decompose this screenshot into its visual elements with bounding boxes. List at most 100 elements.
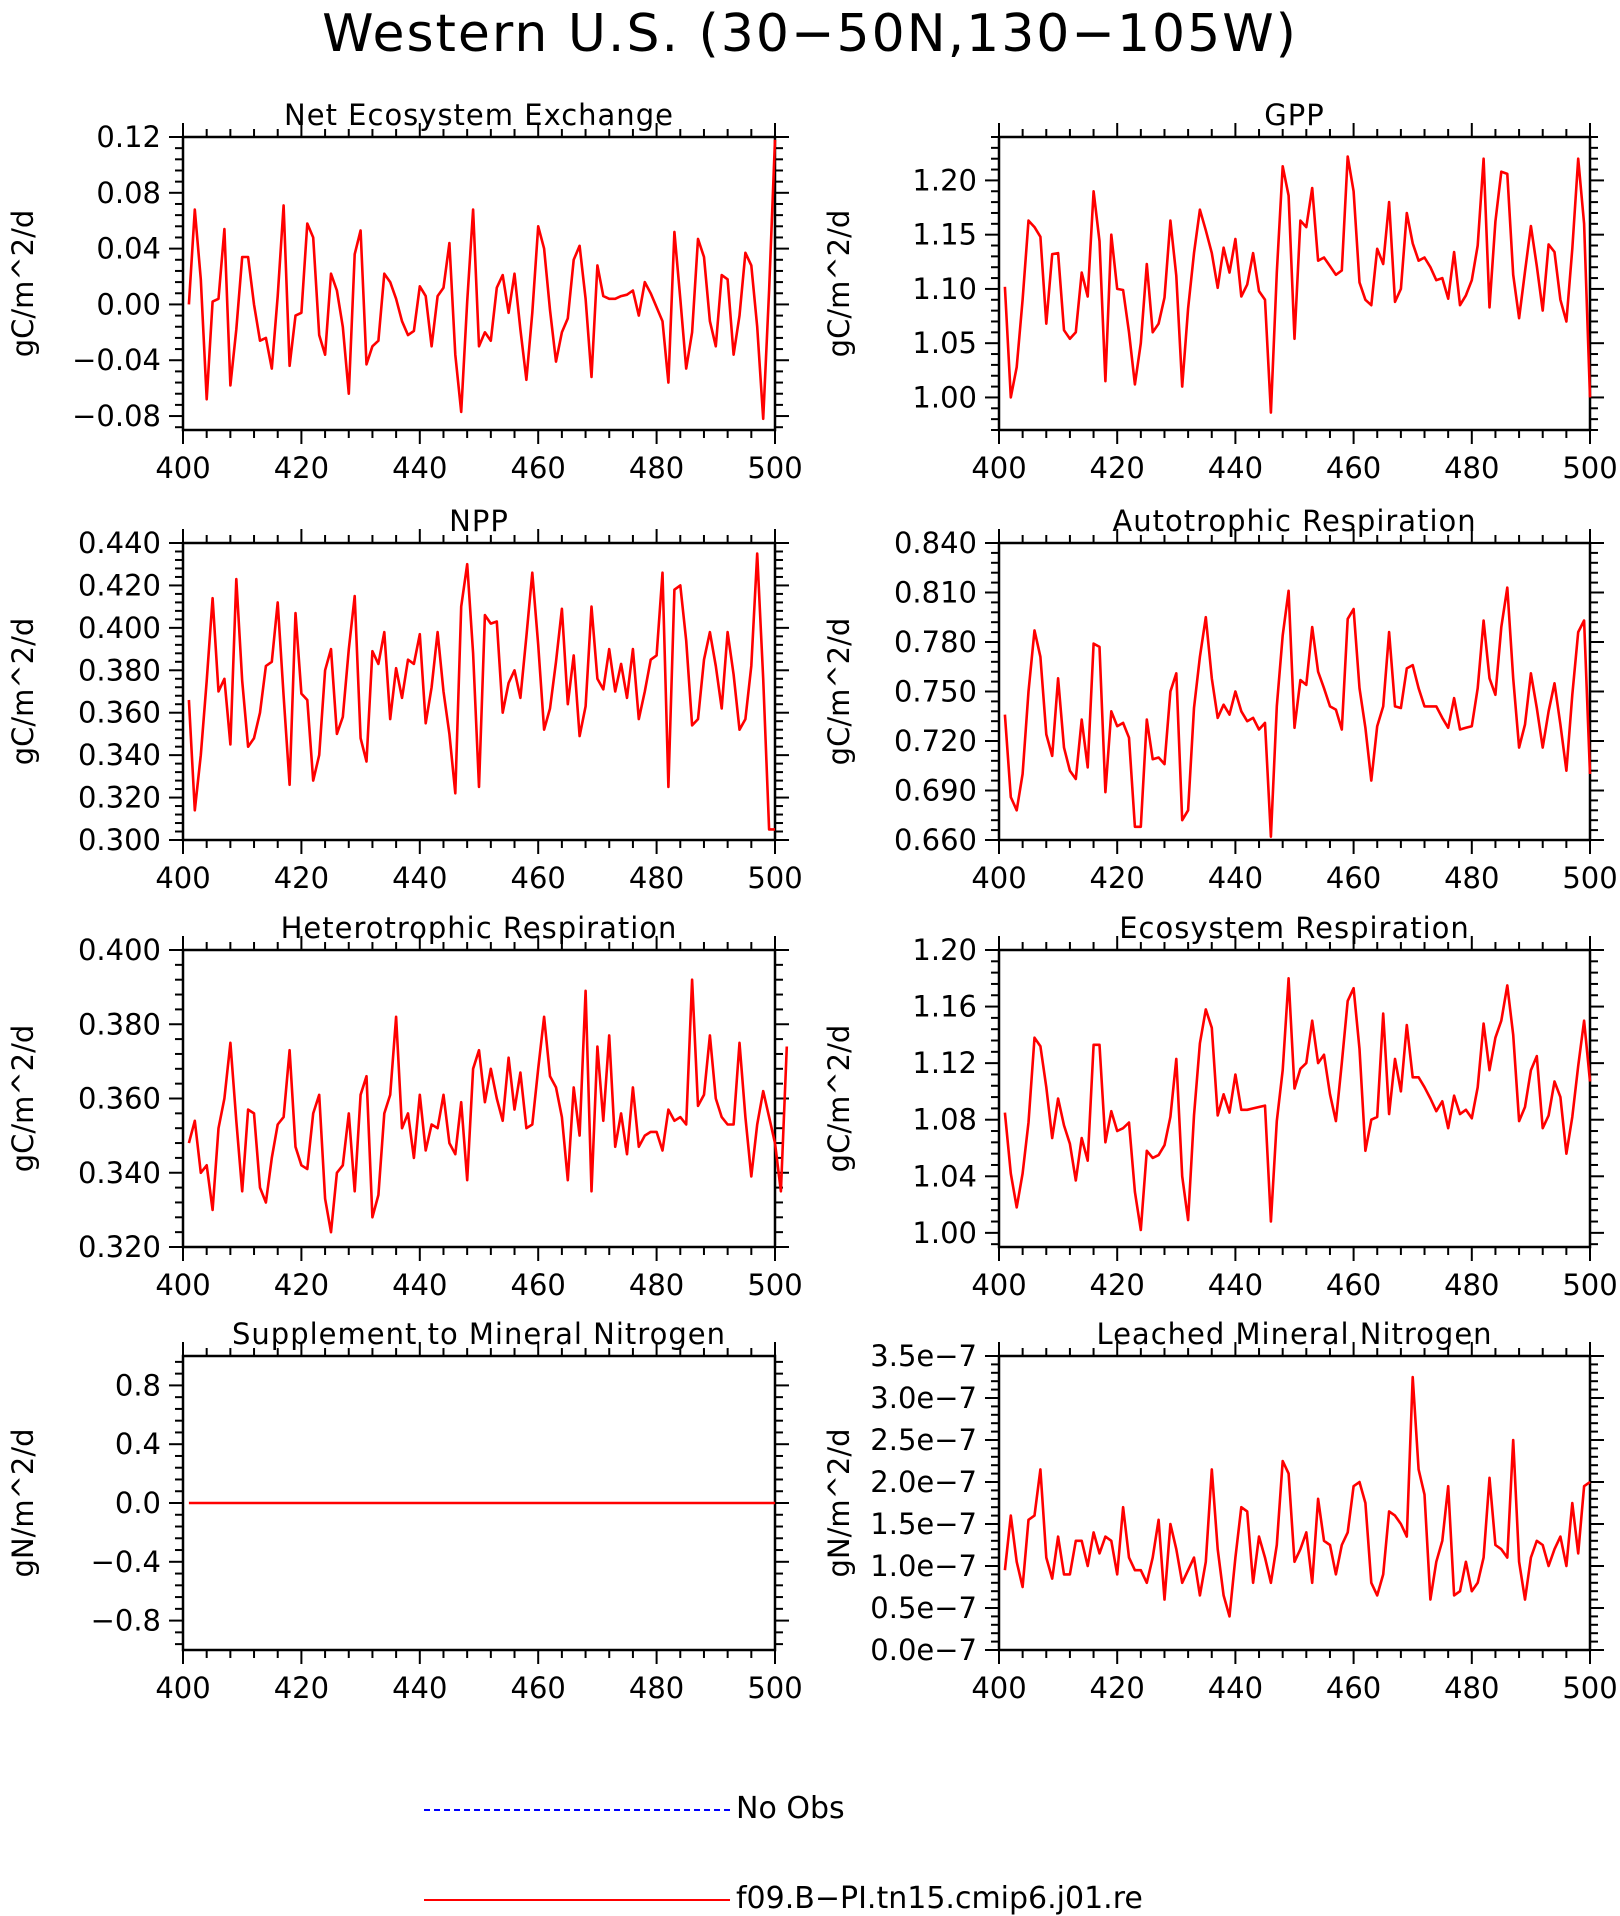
legend-model-label: f09.B−PI.tn15.cmip6.j01.re (736, 1881, 1143, 1916)
x-tick-label: 480 (629, 451, 684, 485)
chart-panel-8: 400 420 440 460 480 500 0.0e−7 0.5e−7 1.0e−7 1.5e… (822, 1317, 1618, 1705)
x-tick-label: 440 (392, 451, 447, 485)
y-tick-label: 0.420 (78, 568, 161, 602)
x-tick-label: 500 (1562, 1268, 1617, 1302)
x-tick-label: 440 (1208, 451, 1263, 485)
x-tick-label: 420 (274, 861, 329, 895)
y-tick-label: 2.0e−7 (870, 1465, 977, 1499)
x-tick-label: 460 (1326, 451, 1381, 485)
panel-title: NPP (449, 504, 509, 538)
plot-frame (181, 541, 777, 842)
chart-panel-7: 400 420 440 460 480 500 −0.8 −0.4 0.0 0.4 0.8 Suppl… (6, 1317, 803, 1705)
y-tick-label: 0.00 (96, 287, 161, 321)
plot-frame (997, 135, 1592, 432)
x-tick-label: 400 (971, 451, 1026, 485)
legend-model-line (424, 1899, 730, 1901)
plot-frame (997, 541, 1592, 842)
panel-title: Autotrophic Respiration (1112, 504, 1476, 538)
x-tick-label: 400 (971, 1268, 1026, 1302)
x-tick-label: 500 (747, 451, 802, 485)
y-tick-label: 0.840 (894, 526, 977, 560)
x-tick-label: 400 (155, 1268, 210, 1302)
y-tick-label: 0.690 (894, 774, 977, 808)
x-tick-label: 480 (629, 861, 684, 895)
plot-frame (181, 135, 777, 432)
y-tick-label: 0.400 (78, 933, 161, 967)
y-tick-label: −0.08 (72, 399, 161, 433)
y-tick-label: −0.04 (72, 343, 161, 377)
y-tick-label: 2.5e−7 (870, 1423, 977, 1457)
y-axis-label: gN/m^2/d (822, 1428, 856, 1577)
x-tick-label: 400 (971, 1671, 1026, 1705)
series-line (1003, 976, 1592, 1232)
x-tick-label: 480 (629, 1671, 684, 1705)
y-tick-label: 1.12 (912, 1046, 977, 1080)
y-tick-label: 0.380 (78, 653, 161, 687)
y-tick-label: 0.720 (894, 724, 977, 758)
x-tick-label: 460 (511, 1268, 566, 1302)
x-tick-label: 480 (1444, 861, 1499, 895)
panel-title: Supplement to Mineral Nitrogen (232, 1317, 726, 1351)
x-tick-label: 500 (747, 1671, 802, 1705)
x-tick-label: 440 (1208, 1671, 1263, 1705)
chart-panel-2: 400 420 440 460 480 500 1.00 1.05 1.10 1.15 1.20 GP… (822, 98, 1618, 485)
y-tick-label: 1.5e−7 (870, 1507, 977, 1541)
x-tick-label: 500 (1562, 451, 1617, 485)
x-tick-label: 460 (1326, 1268, 1381, 1302)
y-tick-label: 1.20 (912, 933, 977, 967)
y-tick-label: 0.12 (96, 120, 161, 154)
y-axis-label: gC/m^2/d (6, 210, 40, 358)
panel-title: GPP (1264, 98, 1324, 132)
chart-panel-6: 400 420 440 460 480 500 1.00 1.04 1.08 1.12 1.16 1.… (822, 911, 1618, 1302)
chart-panel-5: 400 420 440 460 480 500 0.320 0.340 0.360 0.380 0.… (6, 911, 803, 1302)
y-tick-label: 0.5e−7 (870, 1591, 977, 1625)
y-tick-label: 0.320 (78, 1230, 161, 1264)
y-tick-label: 1.20 (912, 163, 977, 197)
y-tick-label: 0.300 (78, 823, 161, 857)
y-tick-label: 0.440 (78, 526, 161, 560)
x-tick-label: 440 (1208, 1268, 1263, 1302)
y-tick-label: 1.05 (912, 326, 977, 360)
y-tick-label: 0.360 (78, 1082, 161, 1116)
y-tick-label: 0.320 (78, 781, 161, 815)
series-line (187, 552, 775, 831)
series-line (1003, 155, 1592, 414)
series-line (187, 978, 789, 1234)
x-tick-label: 420 (274, 451, 329, 485)
y-tick-label: 0.4 (115, 1427, 161, 1461)
y-tick-label: 0.360 (78, 696, 161, 730)
y-axis-label: gC/m^2/d (822, 1025, 856, 1173)
x-tick-label: 460 (511, 1671, 566, 1705)
y-tick-label: 1.16 (912, 990, 977, 1024)
x-tick-label: 480 (1444, 451, 1499, 485)
y-tick-label: 0.400 (78, 611, 161, 645)
y-tick-label: 0.780 (894, 625, 977, 659)
x-tick-label: 480 (629, 1268, 684, 1302)
panel-title: Leached Mineral Nitrogen (1096, 1317, 1492, 1351)
y-tick-label: 0.0 (115, 1486, 161, 1520)
x-tick-label: 500 (747, 1268, 802, 1302)
x-tick-label: 460 (1326, 1671, 1381, 1705)
y-tick-label: 1.10 (912, 272, 977, 306)
x-tick-label: 440 (1208, 861, 1263, 895)
y-axis-label: gC/m^2/d (822, 618, 856, 766)
legend-obs-label: No Obs (736, 1791, 845, 1826)
x-tick-label: 440 (392, 1671, 447, 1705)
x-tick-label: 500 (1562, 861, 1617, 895)
series-line (187, 139, 777, 421)
y-tick-label: 1.0e−7 (870, 1549, 977, 1583)
y-tick-label: 0.8 (115, 1368, 161, 1402)
x-tick-label: 420 (1090, 861, 1145, 895)
chart-panel-3: 400 420 440 460 480 500 0.300 0.320 0.340 0.360 0.… (6, 504, 803, 895)
x-tick-label: 460 (1326, 861, 1381, 895)
x-tick-label: 400 (155, 861, 210, 895)
y-axis-label: gC/m^2/d (6, 1025, 40, 1173)
x-tick-label: 420 (274, 1671, 329, 1705)
panel-title: Net Ecosystem Exchange (284, 98, 674, 132)
y-tick-label: 0.04 (96, 232, 161, 266)
x-tick-label: 500 (747, 861, 802, 895)
panel-title: Ecosystem Respiration (1119, 911, 1470, 945)
x-tick-label: 480 (1444, 1268, 1499, 1302)
y-tick-label: −0.8 (91, 1604, 161, 1638)
